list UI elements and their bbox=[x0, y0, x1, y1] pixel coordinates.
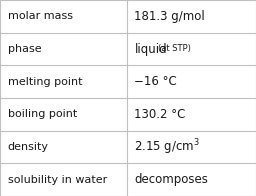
Text: liquid: liquid bbox=[134, 43, 167, 55]
Text: solubility in water: solubility in water bbox=[8, 175, 107, 185]
Text: decomposes: decomposes bbox=[134, 173, 208, 186]
Text: molar mass: molar mass bbox=[8, 11, 73, 21]
Text: melting point: melting point bbox=[8, 77, 82, 87]
Text: −16 °C: −16 °C bbox=[134, 75, 177, 88]
Text: phase: phase bbox=[8, 44, 41, 54]
Text: 2.15 g/cm$^{3}$: 2.15 g/cm$^{3}$ bbox=[134, 137, 200, 157]
Text: boiling point: boiling point bbox=[8, 109, 77, 119]
Text: 181.3 g/mol: 181.3 g/mol bbox=[134, 10, 205, 23]
Text: density: density bbox=[8, 142, 49, 152]
Text: 130.2 °C: 130.2 °C bbox=[134, 108, 186, 121]
Text: (at STP): (at STP) bbox=[158, 44, 191, 54]
